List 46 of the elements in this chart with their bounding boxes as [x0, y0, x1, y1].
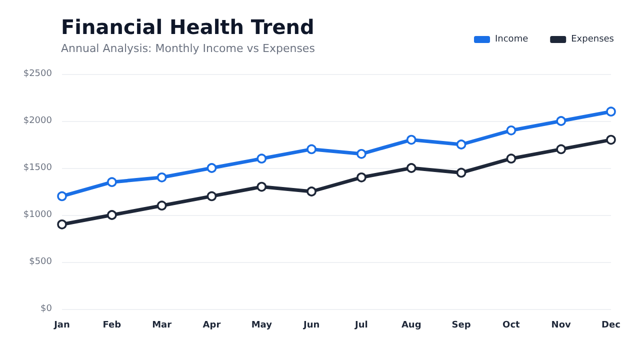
point	[506, 154, 516, 164]
point	[406, 163, 416, 173]
point	[356, 149, 366, 159]
x-tick-label: Nov	[551, 320, 572, 330]
point	[57, 220, 67, 230]
point	[506, 126, 516, 136]
point	[406, 134, 416, 145]
point	[57, 191, 67, 202]
point	[107, 177, 117, 187]
point	[256, 182, 267, 192]
x-tick-label: Apr	[202, 320, 222, 330]
point	[556, 116, 566, 126]
point	[206, 191, 217, 202]
y-tick-label: $0	[40, 304, 52, 314]
x-tick-label: Feb	[102, 320, 122, 330]
chart-subtitle: Annual Analysis: Monthly Income vs Expenses	[61, 42, 316, 55]
x-tick-label: Dec	[602, 320, 620, 330]
point	[256, 154, 267, 164]
point	[606, 106, 616, 116]
legend-label: Income	[495, 34, 529, 44]
x-tick-label: Jan	[53, 320, 70, 330]
x-tick-label: Aug	[401, 320, 422, 330]
legend-label: Expenses	[571, 34, 614, 44]
point	[156, 172, 167, 182]
x-tick-label: Oct	[502, 320, 521, 330]
y-tick-label: $500	[29, 257, 52, 267]
point	[107, 210, 117, 220]
x-tick-label: Jun	[302, 320, 320, 330]
point	[356, 172, 366, 182]
y-tick-label: $2500	[23, 69, 52, 79]
x-tick-label: May	[251, 320, 272, 330]
point	[306, 144, 316, 154]
point	[306, 186, 316, 196]
x-tick-label: Jul	[354, 320, 368, 330]
y-tick-label: $1500	[23, 163, 52, 173]
y-tick-label: $2000	[23, 116, 52, 126]
point	[206, 163, 217, 173]
point	[606, 134, 616, 145]
chart-title: Financial Health Trend	[61, 15, 314, 39]
point	[556, 144, 566, 154]
point	[456, 140, 466, 150]
y-tick-label: $1000	[23, 210, 52, 220]
point	[456, 168, 466, 178]
x-tick-label: Mar	[152, 320, 172, 330]
point	[156, 200, 167, 210]
x-tick-label: Sep	[452, 320, 472, 330]
